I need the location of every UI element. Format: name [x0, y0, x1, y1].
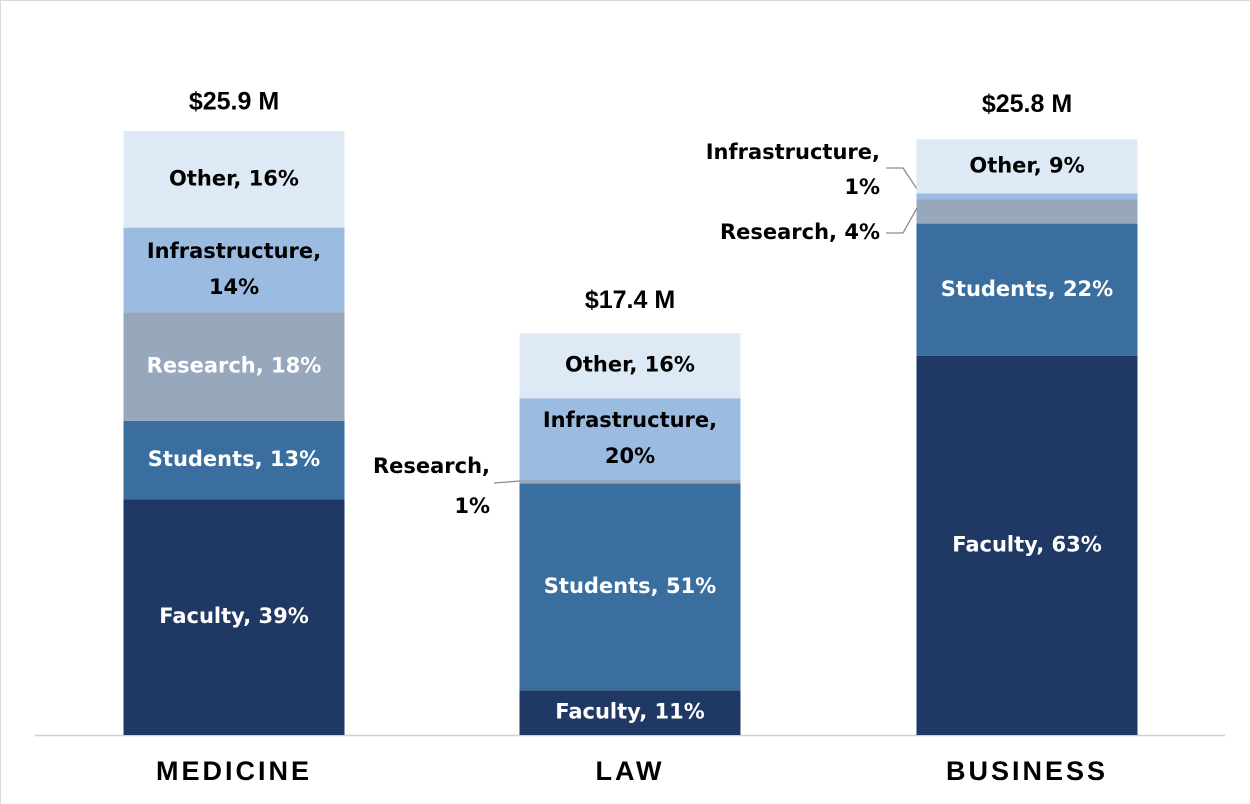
- data-label: Other, 16%: [565, 353, 695, 377]
- label-line: 1%: [454, 494, 490, 518]
- data-label: Research, 1%: [373, 454, 490, 518]
- label-line: Research,: [373, 454, 490, 478]
- total-label: $25.8 M: [982, 90, 1072, 118]
- data-label: Faculty, 63%: [952, 532, 1102, 556]
- label-line: Infrastructure,: [706, 140, 880, 164]
- bar-segment: [123, 420, 345, 500]
- x-tick-label: MEDICINE: [156, 756, 312, 786]
- data-label: Infrastructure, 20%: [543, 408, 717, 468]
- label-line: 1%: [844, 175, 880, 199]
- data-label: Infrastructure, 1%: [706, 140, 880, 199]
- bar-segment: [519, 398, 741, 480]
- bar-segment: [123, 312, 345, 421]
- data-label: Infrastructure, 14%: [147, 239, 321, 299]
- bar-segment: [519, 483, 741, 691]
- data-label: Students, 13%: [148, 447, 320, 471]
- data-label: Other, 16%: [169, 166, 299, 190]
- bar-segment: [123, 227, 345, 313]
- bar-segment: [123, 499, 345, 735]
- label-line: Infrastructure,: [147, 239, 321, 263]
- leader-line: [493, 480, 521, 484]
- data-label: Other, 9%: [969, 153, 1084, 177]
- x-tick-label: LAW: [596, 756, 665, 786]
- bar-segment: [519, 479, 741, 484]
- bar-segment: [123, 131, 345, 228]
- bar-segment: [916, 223, 1138, 356]
- total-label: $17.4 M: [585, 286, 675, 314]
- bar-segment: [519, 690, 741, 735]
- data-label: Research, 4%: [720, 220, 880, 244]
- bar-segment: [916, 139, 1138, 194]
- data-label: Students, 22%: [941, 277, 1113, 301]
- leader-line: [886, 167, 918, 190]
- bar-segment: [916, 199, 1138, 224]
- label-line: 20%: [605, 444, 655, 468]
- data-label: Faculty, 11%: [555, 700, 705, 724]
- total-label: $25.9 M: [189, 88, 279, 116]
- leader-line: [886, 207, 918, 234]
- x-tick-label: BUSINESS: [946, 756, 1108, 786]
- data-label: Students, 51%: [544, 574, 716, 598]
- data-label: Faculty, 39%: [159, 604, 309, 628]
- bar-segment: [916, 193, 1138, 200]
- label-line: 14%: [209, 275, 259, 299]
- bar-segment: [519, 333, 741, 399]
- bar-segment: [916, 355, 1138, 735]
- data-label: Research, 18%: [147, 354, 322, 378]
- label-line: Infrastructure,: [543, 408, 717, 432]
